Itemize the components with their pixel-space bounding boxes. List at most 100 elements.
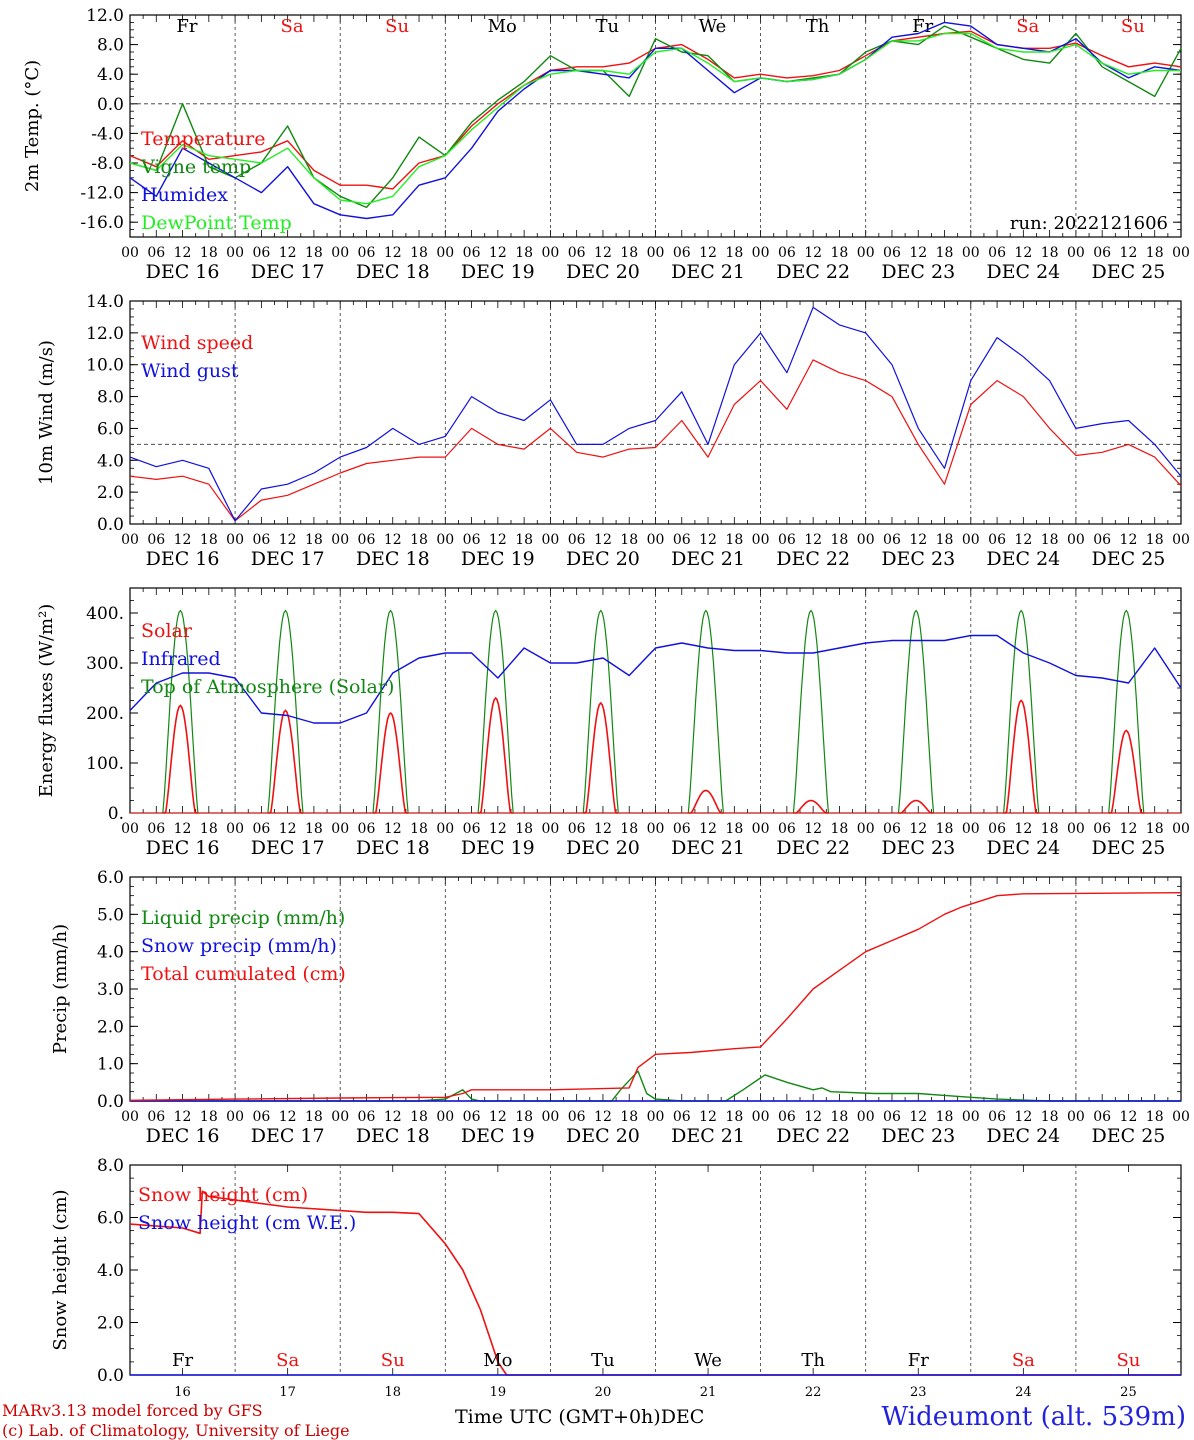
temp-y-tick-label: -12.0: [80, 184, 124, 204]
wind-hour-label: 18: [725, 532, 743, 548]
energy-day-label: DEC 18: [356, 837, 430, 859]
energy-hour-label: 18: [305, 821, 323, 837]
energy-series-solar: [898, 799, 934, 814]
energy-series-toa-solar: [687, 609, 724, 814]
precip-hour-label: 12: [174, 1109, 192, 1125]
energy-hour-label: 06: [883, 821, 901, 837]
wind-hour-label: 00: [647, 532, 665, 548]
x-axis-title-text: Time UTC (GMT+0h): [455, 1406, 661, 1428]
snow-weekday-label: Sa: [1012, 1350, 1035, 1371]
precip-hour-label: 06: [1093, 1109, 1111, 1125]
snow-weekday-label: Tu: [591, 1350, 615, 1371]
precip-y-tick-label: 6.0: [97, 868, 124, 888]
wind-hour-label: 06: [463, 532, 481, 548]
energy-hour-label: 12: [1014, 821, 1032, 837]
precip-hour-label: 18: [831, 1109, 849, 1125]
temp-hour-label: 12: [804, 245, 822, 261]
temp-hour-label: 06: [883, 245, 901, 261]
wind-hour-label: 00: [1172, 532, 1190, 548]
snow-y-tick-label: 8.0: [97, 1156, 124, 1176]
wind-hour-label: 06: [883, 532, 901, 548]
temp-hour-label: 18: [620, 245, 638, 261]
precip-hour-label: 18: [620, 1109, 638, 1125]
energy-day-label: DEC 20: [566, 837, 640, 859]
wind-legend-0: Wind speed: [141, 332, 253, 354]
temp-hour-label: 12: [1014, 245, 1032, 261]
energy-hour-label: 06: [673, 821, 691, 837]
wind-hour-label: 06: [358, 532, 376, 548]
precip-day-label: DEC 16: [146, 1125, 220, 1147]
temp-legend-2: Humidex: [141, 184, 228, 206]
temp-x-labels: 00 06 12 18 00 06 12 18 00 06 12 18 00 06 12 18 00 06 12 18…: [121, 245, 1190, 283]
temp-weekday-label: Su: [385, 16, 409, 37]
precip-hour-label: 00: [647, 1109, 665, 1125]
wind-hour-label: 18: [1146, 532, 1164, 548]
energy-hour-label: 18: [1041, 821, 1059, 837]
precip-hour-label: 18: [725, 1109, 743, 1125]
energy-day-label: DEC 24: [986, 837, 1060, 859]
precip-hour-label: 12: [594, 1109, 612, 1125]
precip-hour-label: 06: [778, 1109, 796, 1125]
energy-y-tick-label: 300.: [86, 654, 124, 674]
precip-hour-label: 00: [541, 1109, 559, 1125]
temp-weekday-label: Su: [1121, 16, 1145, 37]
temp-hour-label: 00: [331, 245, 349, 261]
run-annotation: run: 2022121606: [1010, 213, 1168, 234]
energy-series-toa-solar: [1003, 609, 1040, 814]
temp-day-label: DEC 16: [146, 261, 220, 283]
wind-day-label: DEC 25: [1092, 548, 1166, 570]
wind-x-labels: 00 06 12 18 00 06 12 18 00 06 12 18 00 06 12 18 00 06 12 18…: [121, 532, 1190, 570]
snow-y-tick-label: 0.0: [97, 1366, 124, 1386]
wind-hour-label: 00: [1067, 532, 1085, 548]
precip-legend-0: Liquid precip (mm/h): [141, 907, 345, 929]
wind-day-label: DEC 19: [461, 548, 535, 570]
energy-hour-label: 12: [489, 821, 507, 837]
precip-hour-label: 12: [1120, 1109, 1138, 1125]
energy-hour-label: 18: [725, 821, 743, 837]
wind-hour-label: 00: [752, 532, 770, 548]
energy-hour-label: 00: [857, 821, 875, 837]
energy-panel: 400. 300. 200. 100. 0. Energy fluxes (W/m²) So…: [36, 587, 1182, 824]
energy-hour-label: 06: [1093, 821, 1111, 837]
temp-y-tick-label: 4.0: [97, 65, 124, 85]
precip-hour-label: 06: [673, 1109, 691, 1125]
wind-hour-label: 06: [778, 532, 796, 548]
wind-day-label: DEC 17: [251, 548, 325, 570]
precip-hour-label: 00: [226, 1109, 244, 1125]
precip-hour-label: 00: [121, 1109, 139, 1125]
wind-day-label: DEC 24: [986, 548, 1060, 570]
temp-hour-label: 00: [1172, 245, 1190, 261]
precip-hour-label: 06: [463, 1109, 481, 1125]
temp-hour-label: 00: [752, 245, 770, 261]
precip-hour-label: 18: [515, 1109, 533, 1125]
wind-hour-label: 00: [436, 532, 454, 548]
energy-y-tick-label: 0.: [108, 804, 124, 824]
snow-y-axis-label: Snow height (cm): [50, 1189, 71, 1350]
wind-hour-label: 12: [594, 532, 612, 548]
temp-hour-label: 18: [515, 245, 533, 261]
wind-hour-label: 00: [226, 532, 244, 548]
precip-day-label: DEC 18: [356, 1125, 430, 1147]
wind-hour-label: 06: [988, 532, 1006, 548]
snow-series-snow-height-cm: [129, 1190, 1181, 1376]
precip-y-tick-label: 4.0: [97, 943, 124, 963]
wind-day-label: DEC 18: [356, 548, 430, 570]
wind-hour-label: 00: [857, 532, 875, 548]
energy-series-solar: [583, 701, 619, 814]
precip-hour-label: 12: [699, 1109, 717, 1125]
snow-weekday-label: Su: [381, 1350, 405, 1371]
precip-series-total-cumulated-cm: [129, 892, 1182, 1102]
temp-day-label: DEC 18: [356, 261, 430, 283]
temp-weekday-label: Sa: [1016, 16, 1039, 37]
temp-hour-label: 06: [988, 245, 1006, 261]
temp-y-tick-label: -8.0: [91, 154, 124, 174]
wind-hour-label: 18: [200, 532, 218, 548]
energy-hour-label: 18: [936, 821, 954, 837]
energy-hour-label: 12: [1120, 821, 1138, 837]
wind-y-tick-label: 14.0: [86, 292, 124, 312]
energy-hour-label: 00: [752, 821, 770, 837]
precip-legend-1: Snow precip (mm/h): [141, 935, 337, 957]
energy-hour-label: 06: [988, 821, 1006, 837]
temp-hour-label: 00: [436, 245, 454, 261]
precip-hour-label: 12: [489, 1109, 507, 1125]
